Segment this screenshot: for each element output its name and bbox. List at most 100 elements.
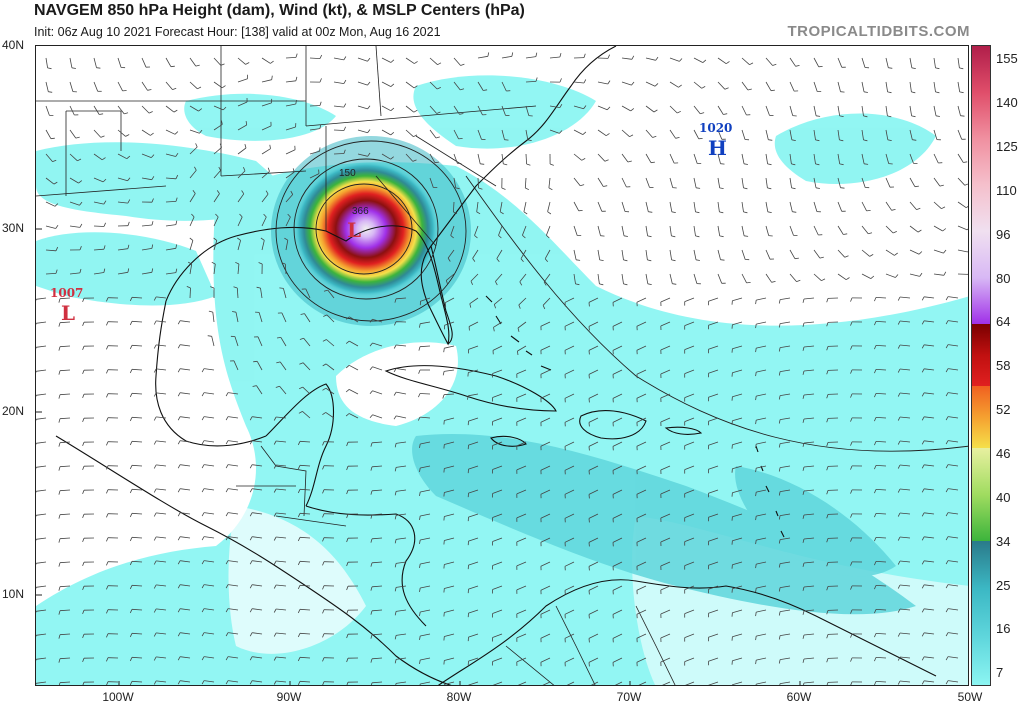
wind-barb-flag xyxy=(322,513,325,518)
wind-barb xyxy=(45,153,53,162)
wind-barb-flag xyxy=(82,322,85,327)
wind-barb xyxy=(885,177,891,188)
wind-barb xyxy=(789,81,795,92)
colorbar-segment-orange-yellow xyxy=(972,386,990,448)
wind-barb xyxy=(885,105,888,116)
wind-barb-flag xyxy=(850,489,853,494)
wind-barb xyxy=(789,225,794,236)
map-area[interactable]: 1007 L 1020 H L 150 366 xyxy=(35,45,969,686)
wind-barb xyxy=(327,289,335,299)
wind-barb xyxy=(213,124,223,131)
wind-barb-flag xyxy=(394,563,397,568)
wind-barb-flag xyxy=(153,632,157,637)
wind-barb xyxy=(228,536,239,539)
wind-barb-flag xyxy=(802,634,805,639)
wind-barb xyxy=(131,560,143,563)
wind-barb-flag xyxy=(755,612,757,617)
wind-barb xyxy=(573,273,576,284)
wind-barb-flag xyxy=(815,187,820,189)
wind-barb xyxy=(924,512,935,515)
wind-barb-flag xyxy=(79,246,82,251)
wind-barb-flag xyxy=(535,77,538,82)
colorbar-segment-green xyxy=(972,448,990,541)
wind-barb xyxy=(564,633,575,639)
wind-barb xyxy=(309,150,320,155)
wind-barb-flag xyxy=(648,211,653,213)
wind-barb-flag xyxy=(369,318,373,323)
wind-barb xyxy=(36,345,47,348)
wind-barb xyxy=(477,177,479,189)
hurricane-wind-core xyxy=(294,161,438,297)
wind-barb xyxy=(419,416,431,419)
wind-barb-flag xyxy=(271,75,273,80)
wind-barb xyxy=(899,320,911,323)
wind-barb xyxy=(211,336,215,347)
wind-barb-flag xyxy=(470,280,473,285)
wind-barb xyxy=(803,369,815,372)
wind-barb-flag xyxy=(394,443,397,448)
wind-barb xyxy=(453,153,458,164)
wind-barb xyxy=(325,412,335,419)
wind-barb xyxy=(789,249,796,259)
wind-barb-flag xyxy=(273,632,277,637)
wind-barb xyxy=(180,416,191,419)
wind-barb xyxy=(597,105,608,111)
wind-barb-flag xyxy=(418,369,421,374)
wind-barb xyxy=(813,153,816,164)
wind-barb xyxy=(708,681,719,685)
wind-barb-flag xyxy=(778,395,781,400)
wind-barb-flag xyxy=(576,259,581,261)
wind-barb-flag xyxy=(967,250,968,253)
wind-barb xyxy=(281,312,287,323)
wind-barb-flag xyxy=(522,235,526,239)
wind-barb-flag xyxy=(419,683,421,685)
wind-barb-flag xyxy=(527,139,532,141)
wind-barb xyxy=(660,441,671,447)
wind-barb xyxy=(131,368,143,371)
wind-barb-flag xyxy=(575,283,580,286)
wind-barb-flag xyxy=(370,490,373,495)
wind-barb xyxy=(669,201,673,212)
wind-barb xyxy=(261,216,267,227)
wind-barb-flag xyxy=(582,131,587,135)
wind-barb-flag xyxy=(559,130,563,134)
wind-barb xyxy=(429,57,438,65)
wind-barb xyxy=(957,177,966,186)
wind-barb xyxy=(228,488,239,491)
wind-barb-flag xyxy=(525,187,530,191)
wind-barb xyxy=(156,344,167,347)
wind-barb-flag xyxy=(607,54,610,59)
wind-barb xyxy=(803,681,815,684)
wind-barb xyxy=(899,680,911,683)
wind-barb xyxy=(803,561,815,564)
wind-barb xyxy=(357,57,368,62)
wind-barb-flag xyxy=(755,420,757,425)
wind-barb xyxy=(875,585,887,587)
wind-barb-flag xyxy=(153,488,157,493)
wind-barb xyxy=(924,392,935,395)
wind-barb-flag xyxy=(503,163,508,166)
wind-barb-flag xyxy=(802,490,805,495)
wind-barb-flag xyxy=(47,67,52,70)
wind-barb-flag xyxy=(177,680,181,685)
wind-barb xyxy=(213,147,222,155)
contour-label-150: 150 xyxy=(339,168,356,179)
wind-barb-flag xyxy=(273,584,277,589)
wind-barb-flag xyxy=(419,443,421,448)
wind-barb xyxy=(228,680,239,683)
wind-barb-flag xyxy=(390,83,395,87)
wind-barb xyxy=(405,57,415,64)
wind-barb-flag xyxy=(394,611,397,616)
wind-barb-flag xyxy=(225,392,229,397)
wind-barb xyxy=(446,273,455,281)
wind-barb-flag xyxy=(921,584,925,589)
wind-barb xyxy=(612,465,623,471)
wind-barb xyxy=(525,129,529,140)
wind-barb xyxy=(708,561,719,566)
wind-barb xyxy=(684,609,695,614)
wind-barb xyxy=(636,441,647,447)
wind-barb xyxy=(141,224,153,227)
wind-barb-flag xyxy=(826,538,829,543)
colorbar-label-80: 80 xyxy=(996,271,1011,286)
wind-barb-flag xyxy=(839,163,844,166)
